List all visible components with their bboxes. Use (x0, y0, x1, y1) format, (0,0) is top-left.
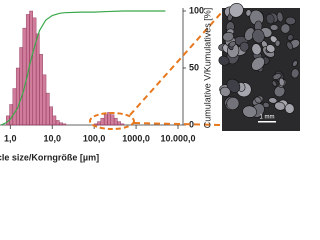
plot-area: 1,0 10,0 100,0 1000,0 10.000,0 0 50 100 (0, 5, 223, 143)
bar (39, 54, 43, 126)
bar (59, 122, 63, 126)
bar (117, 121, 121, 126)
bar (32, 17, 37, 126)
cumulative-line (0, 10, 166, 126)
grain (269, 24, 279, 31)
bar (45, 92, 50, 126)
grain (284, 103, 295, 114)
bar (55, 120, 60, 126)
bar (19, 47, 24, 126)
bar (52, 115, 57, 126)
bar (62, 123, 67, 126)
grain (265, 13, 275, 25)
x-tick-label: 10.000,0 (160, 133, 195, 143)
x-axis-label: cle size/Korngröße [µm] (0, 152, 99, 162)
y-tick-label: 50 (189, 62, 199, 72)
bar (35, 33, 40, 126)
chart: 1,0 10,0 100,0 1000,0 10.000,0 0 50 100 1 mm Cu… (0, 3, 300, 162)
grain (276, 11, 284, 23)
grain (219, 86, 231, 97)
bar (15, 67, 20, 126)
bar (120, 123, 125, 126)
grain (290, 68, 300, 79)
bar (22, 27, 27, 126)
grain (252, 28, 265, 44)
bar (12, 88, 17, 126)
bar (42, 74, 47, 126)
bar (100, 117, 105, 126)
y-tick-label: 0 (189, 119, 194, 129)
grain (251, 43, 262, 56)
bar (110, 114, 115, 126)
connector (129, 11, 223, 116)
grain (285, 16, 296, 26)
grain (229, 3, 244, 18)
highlight-ellipse (89, 112, 135, 130)
connector (133, 122, 223, 126)
grains (218, 3, 300, 118)
grain (286, 41, 294, 51)
grain (274, 101, 286, 111)
grain (280, 23, 291, 34)
grain (274, 39, 281, 47)
grain (245, 9, 252, 17)
grain (265, 44, 276, 53)
grain (251, 56, 265, 71)
bar (97, 121, 101, 126)
grain (271, 80, 278, 87)
grain (228, 40, 236, 48)
bar (103, 114, 108, 126)
x-tick-label: 1000,0 (122, 133, 150, 143)
grain (239, 41, 250, 52)
bar (29, 10, 33, 126)
scale-label: 1 mm (260, 115, 275, 121)
grain (218, 55, 230, 66)
grain (268, 97, 278, 104)
grain (272, 73, 282, 80)
y-axis-label: Cumulative V/Kumulatives [%] (202, 8, 212, 129)
bar (107, 112, 111, 126)
bar (49, 106, 53, 126)
y-tick-label: 100 (189, 5, 204, 15)
x-tick-label: 10,0 (43, 133, 61, 143)
grain (262, 102, 270, 108)
photo-inset: 1 mm (218, 3, 300, 131)
bar (113, 117, 118, 126)
grain (292, 60, 298, 67)
x-tick-label: 1,0 (4, 133, 17, 143)
scale-bar (258, 121, 276, 123)
grain (226, 96, 240, 111)
x-tick-label: 100,0 (83, 133, 106, 143)
grain (278, 77, 285, 87)
grain (242, 105, 258, 118)
grain (222, 31, 234, 42)
grain (287, 34, 294, 41)
grain (254, 96, 262, 104)
bar (9, 104, 14, 126)
